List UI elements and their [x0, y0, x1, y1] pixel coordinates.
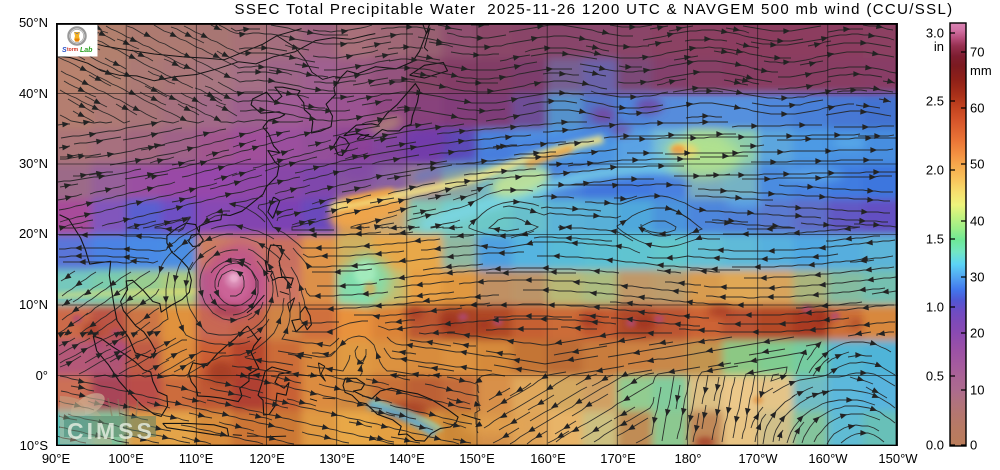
- svg-text:mm: mm: [970, 63, 992, 78]
- svg-text:30: 30: [970, 270, 984, 285]
- svg-text:10: 10: [970, 383, 984, 398]
- svg-text:60: 60: [970, 101, 984, 116]
- svg-text:2.0: 2.0: [926, 163, 944, 178]
- svg-text:20: 20: [970, 326, 984, 341]
- svg-text:2.5: 2.5: [926, 94, 944, 109]
- svg-text:S: S: [62, 47, 67, 54]
- svg-text:Lab: Lab: [80, 47, 93, 54]
- svg-text:0: 0: [970, 438, 977, 453]
- svg-text:1.0: 1.0: [926, 300, 944, 315]
- svg-text:CIMSS: CIMSS: [67, 418, 155, 444]
- svg-text:1.5: 1.5: [926, 232, 944, 247]
- svg-text:in: in: [934, 39, 944, 54]
- svg-text:40: 40: [970, 214, 984, 229]
- svg-text:70: 70: [970, 45, 984, 60]
- svg-text:0.0: 0.0: [926, 438, 944, 453]
- svg-text:torm: torm: [67, 47, 79, 53]
- svg-text:50: 50: [970, 157, 984, 172]
- svg-text:3.0: 3.0: [926, 26, 944, 41]
- svg-text:0.5: 0.5: [926, 369, 944, 384]
